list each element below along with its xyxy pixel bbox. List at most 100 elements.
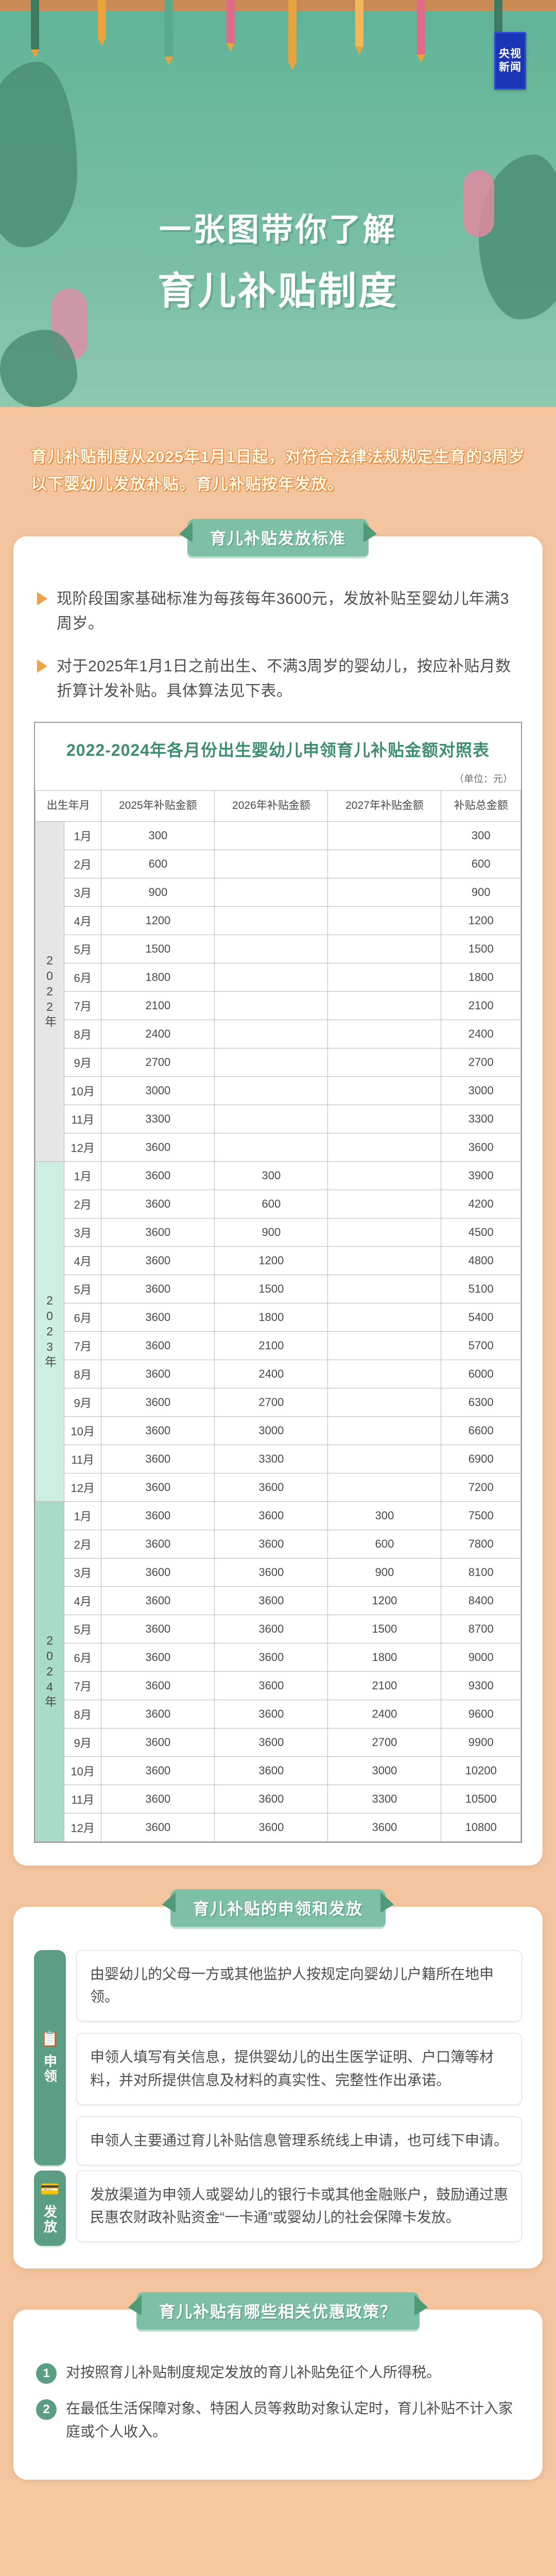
table-cell-month: 4月 (63, 1246, 102, 1275)
table-cell-2027 (327, 1387, 442, 1417)
table-cell-2026 (214, 1019, 328, 1048)
table-cell-2027: 2400 (327, 1699, 442, 1728)
table-row: 11月 3600 3300 6900 (36, 1444, 521, 1473)
table-cell-2025: 2700 (101, 1047, 215, 1077)
table-cell-2027 (327, 1472, 442, 1502)
table-cell-2025: 3600 (101, 1472, 215, 1502)
table-cell-2027 (327, 906, 442, 935)
table-cell-2026: 3600 (214, 1642, 328, 1672)
section-standard-card: 现阶段国家基础标准为每孩每年3600元，发放补贴至婴幼儿年满3周岁。 对于202… (13, 536, 543, 1866)
table-cell-month: 10月 (63, 1076, 102, 1105)
table-cell-2025: 3600 (101, 1756, 215, 1785)
table-cell-2026: 1200 (214, 1246, 328, 1275)
table-cell-2025: 3600 (101, 1217, 215, 1247)
table-row: 3月 900 900 (36, 877, 521, 907)
leaf-decor (0, 62, 77, 247)
table-cell-2025: 3600 (101, 1614, 215, 1643)
table-row: 7月 3600 2100 5700 (36, 1331, 521, 1360)
table-cell-2027 (327, 1161, 442, 1190)
process-stage-tag: 📋 申领 (34, 1950, 66, 2165)
table-cell-2026 (214, 962, 328, 992)
policy-number-badge: 2 (36, 2399, 57, 2420)
policy-number-badge: 1 (36, 2363, 57, 2384)
table-cell-month: 11月 (63, 1444, 102, 1473)
process-stage-label: 申领 (42, 2054, 58, 2084)
table-cell-2025: 3600 (101, 1642, 215, 1672)
process-stage-tag: 💳 发放 (34, 2170, 66, 2246)
process-item: 由婴幼儿的父母一方或其他监护人按规定向婴幼儿户籍所在地申领。 (76, 1950, 522, 2022)
table-cell-2025: 3600 (101, 1161, 215, 1190)
table-cell-2025: 3600 (101, 1812, 215, 1842)
process-item: 申领人主要通过育儿补贴信息管理系统线上申请，也可线下申请。 (76, 2116, 522, 2165)
table-cell-total: 1800 (441, 962, 521, 992)
process-items: 由婴幼儿的父母一方或其他监护人按规定向婴幼儿户籍所在地申领。 申领人填写有关信息，… (76, 1950, 522, 2165)
table-cell-2027: 3600 (327, 1812, 442, 1842)
bullet-item: 对于2025年1月1日之前出生、不满3周岁的婴幼儿，按应补贴月数折算计发补贴。具… (37, 654, 519, 704)
table-cell-2025: 3600 (101, 1586, 215, 1615)
table-cell-total: 9300 (441, 1671, 521, 1700)
table-year-label: 2024年 (35, 1501, 64, 1842)
table-cell-total: 7200 (441, 1472, 521, 1502)
table-cell-2025: 3600 (101, 1671, 215, 1700)
pencil-decor (165, 0, 173, 65)
table-row: 9月 3600 3600 2700 9900 (36, 1727, 521, 1757)
bullet-text: 现阶段国家基础标准为每孩每年3600元，发放补贴至婴幼儿年满3周岁。 (57, 590, 509, 633)
table-cell-month: 12月 (63, 1132, 102, 1162)
table-cell-month: 5月 (63, 1614, 102, 1643)
table-cell-total: 8400 (441, 1586, 521, 1615)
table-cell-2026: 3600 (214, 1784, 328, 1814)
table-cell-total: 5100 (441, 1274, 521, 1303)
table-cell-2026 (214, 821, 328, 850)
table-cell-2026: 2100 (214, 1331, 328, 1360)
table-cell-2025: 3600 (101, 1387, 215, 1417)
table-row: 6月 3600 3600 1800 9000 (36, 1642, 521, 1672)
table-cell-2025: 3600 (101, 1132, 215, 1162)
bullet-text: 对于2025年1月1日之前出生、不满3周岁的婴幼儿，按应补贴月数折算计发补贴。具… (57, 657, 511, 700)
table-row: 8月 3600 3600 2400 9600 (36, 1699, 521, 1728)
process-groups: 📋 申领 由婴幼儿的父母一方或其他监护人按规定向婴幼儿户籍所在地申领。 申领人填写有关… (34, 1950, 522, 2246)
table-col-header: 2027年补贴金额 (327, 790, 442, 822)
infographic-page: 央视 新闻 一张图带你了解 育儿补贴制度 育儿补贴制度从2025年1月1日起，对… (0, 0, 556, 2480)
flower-decor (463, 170, 494, 237)
triangle-bullet-icon (37, 591, 47, 605)
table-row: 7月 2100 2100 (36, 991, 521, 1020)
table-cell-2025: 900 (101, 877, 215, 907)
table-cell-month: 1月 (63, 1161, 102, 1190)
table-cell-month: 7月 (63, 1331, 102, 1360)
table-cell-total: 3000 (441, 1076, 521, 1105)
table-cell-total: 600 (441, 849, 521, 878)
table-row: 3月 3600 3600 900 8100 (36, 1557, 521, 1587)
table-cell-2026: 3000 (214, 1416, 328, 1445)
table-cell-2027: 3000 (327, 1756, 442, 1785)
table-cell-2027 (327, 962, 442, 992)
table-cell-2025: 3300 (101, 1104, 215, 1133)
table-cell-month: 9月 (63, 1387, 102, 1417)
table-cell-2025: 3600 (101, 1557, 215, 1587)
table-cell-2026: 2400 (214, 1359, 328, 1388)
policy-item: 1 对按照育儿补贴制度规定发放的育儿补贴免征个人所得税。 (36, 2361, 520, 2384)
section-policy-tab: 育儿补贴有哪些相关优惠政策？ (136, 2292, 420, 2330)
table-cell-month: 1月 (63, 821, 102, 850)
pencil-shelf (0, 0, 556, 11)
section-policy-card: 1 对按照育儿补贴制度规定发放的育儿补贴免征个人所得税。 2 在最低生活保障对象、特困… (13, 2309, 543, 2480)
table-cell-2025: 3600 (101, 1444, 215, 1473)
table-row: 5月 3600 1500 5100 (36, 1274, 521, 1303)
section-standard: 育儿补贴发放标准 现阶段国家基础标准为每孩每年3600元，发放补贴至婴幼儿年满3… (13, 518, 543, 1866)
section-apply-tab: 育儿补贴的申领和发放 (170, 1889, 386, 1927)
table-cell-2027 (327, 1274, 442, 1303)
table-row: 9月 3600 2700 6300 (36, 1387, 521, 1417)
table-cell-total: 9000 (441, 1642, 521, 1672)
process-row: 💳 发放 发放渠道为申领人或婴幼儿的银行卡或其他金融账户，鼓励通过惠民惠农财政补贴资… (34, 2170, 522, 2246)
pencil-decor (417, 0, 425, 63)
table-cell-total: 5400 (441, 1302, 521, 1332)
table-cell-month: 8月 (63, 1359, 102, 1388)
table-cell-total: 6300 (441, 1387, 521, 1417)
table-row: 5月 3600 3600 1500 8700 (36, 1614, 521, 1643)
table-cell-2025: 3600 (101, 1274, 215, 1303)
table-cell-total: 6000 (441, 1359, 521, 1388)
table-cell-2026: 3600 (214, 1727, 328, 1757)
table-cell-2025: 3600 (101, 1302, 215, 1332)
table-cell-2027 (327, 1132, 442, 1162)
table-cell-month: 3月 (63, 1557, 102, 1587)
table-cell-2025: 3600 (101, 1246, 215, 1275)
